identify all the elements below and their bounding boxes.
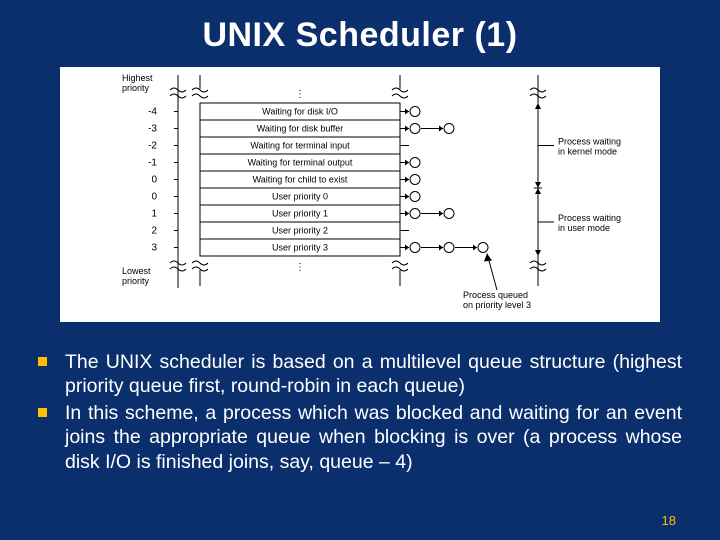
slide-title: UNIX Scheduler (1): [0, 0, 720, 55]
svg-text:User priority 3: User priority 3: [272, 243, 328, 253]
scheduler-figure: HighestpriorityLowestpriority⋮⋮-4Waiting…: [60, 67, 660, 322]
bullet-list: The UNIX scheduler is based on a multile…: [38, 350, 682, 474]
page-number: 18: [662, 513, 676, 528]
svg-text:priority: priority: [122, 276, 150, 286]
svg-text:2: 2: [151, 226, 157, 237]
svg-text:Waiting for child to exist: Waiting for child to exist: [253, 175, 348, 185]
bullet-text: The UNIX scheduler is based on a multile…: [65, 350, 682, 399]
figure-svg: HighestpriorityLowestpriority⋮⋮-4Waiting…: [60, 67, 660, 322]
svg-text:Waiting for disk I/O: Waiting for disk I/O: [262, 107, 338, 117]
svg-text:Process waiting: Process waiting: [558, 137, 621, 147]
svg-text:in kernel mode: in kernel mode: [558, 147, 617, 157]
svg-text:-4: -4: [148, 107, 157, 118]
bullet-icon: [38, 357, 47, 366]
svg-text:Waiting for disk buffer: Waiting for disk buffer: [257, 124, 344, 134]
bullet-text: In this scheme, a process which was bloc…: [65, 401, 682, 474]
bullet-icon: [38, 408, 47, 417]
svg-text:Lowest: Lowest: [122, 266, 151, 276]
svg-text:on priority level 3: on priority level 3: [463, 300, 531, 310]
svg-text:⋮: ⋮: [295, 262, 305, 273]
svg-text:-3: -3: [148, 124, 157, 135]
svg-text:1: 1: [151, 209, 157, 220]
svg-text:User priority 0: User priority 0: [272, 192, 328, 202]
svg-text:Process queued: Process queued: [463, 290, 528, 300]
svg-text:⋮: ⋮: [295, 89, 305, 100]
svg-text:Highest: Highest: [122, 73, 153, 83]
svg-text:Waiting for terminal output: Waiting for terminal output: [248, 158, 353, 168]
svg-text:-2: -2: [148, 141, 157, 152]
svg-text:3: 3: [151, 243, 157, 254]
svg-text:priority: priority: [122, 83, 150, 93]
svg-text:Waiting for terminal input: Waiting for terminal input: [250, 141, 350, 151]
svg-text:in user mode: in user mode: [558, 223, 610, 233]
list-item: In this scheme, a process which was bloc…: [38, 401, 682, 474]
svg-text:0: 0: [151, 192, 157, 203]
svg-text:-1: -1: [148, 158, 157, 169]
svg-text:0: 0: [151, 175, 157, 186]
list-item: The UNIX scheduler is based on a multile…: [38, 350, 682, 399]
svg-text:User priority 2: User priority 2: [272, 226, 328, 236]
svg-text:Process waiting: Process waiting: [558, 213, 621, 223]
svg-text:User priority 1: User priority 1: [272, 209, 328, 219]
